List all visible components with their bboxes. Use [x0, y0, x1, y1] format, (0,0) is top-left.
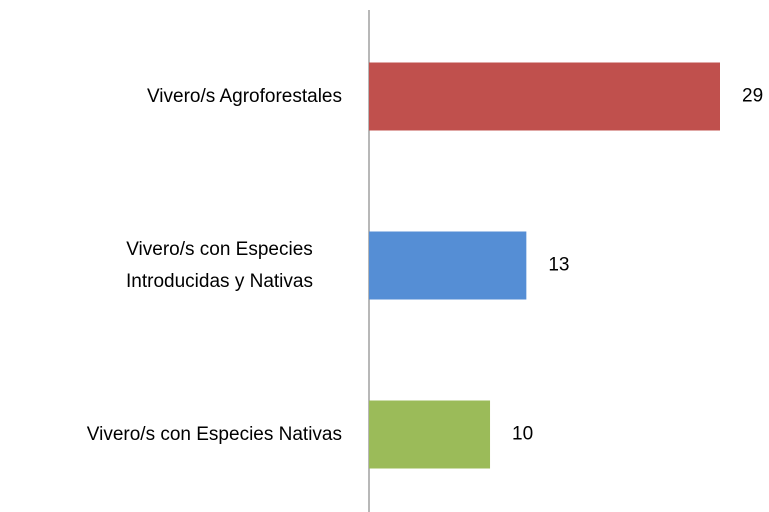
category-label: Vivero/s con Especies Introducidas y Nat…: [126, 238, 313, 292]
category-label: Vivero/s Agroforestales: [146, 85, 342, 107]
value-label: 13: [548, 255, 569, 276]
value-label: 29: [742, 86, 763, 107]
value-label: 10: [512, 424, 533, 445]
bar: [369, 231, 527, 300]
bar: [369, 62, 720, 131]
category-label: Vivero/s con Especies Nativas: [86, 423, 342, 445]
bar: [369, 400, 491, 469]
